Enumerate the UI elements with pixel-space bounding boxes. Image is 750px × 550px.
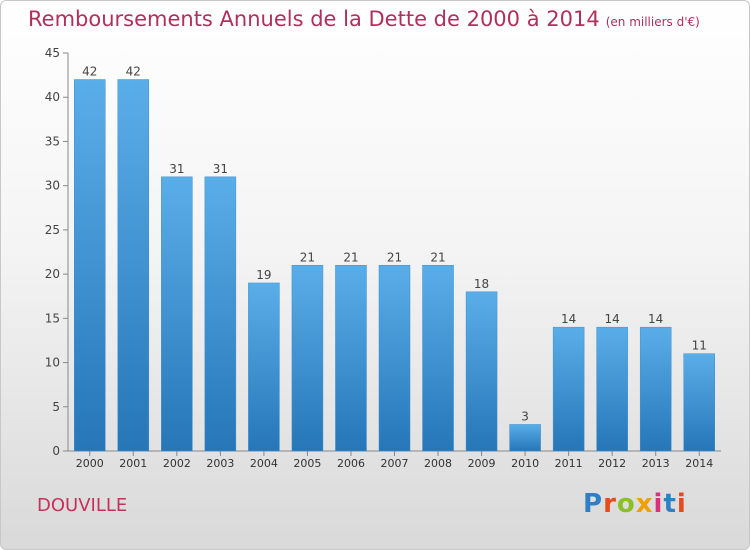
- logo-letter: x: [635, 489, 654, 519]
- x-tick-label: 2002: [163, 457, 191, 470]
- x-tick-label: 2012: [598, 457, 626, 470]
- x-tick-label: 2011: [555, 457, 583, 470]
- proxiti-logo: Proxiti: [583, 489, 687, 519]
- bar-2002: [161, 176, 193, 452]
- y-tick-label: 25: [45, 223, 60, 237]
- bar-value-label: 11: [692, 339, 707, 353]
- x-tick-label: 2010: [511, 457, 539, 470]
- x-tick-label: 2008: [424, 457, 452, 470]
- y-tick-label: 0: [52, 444, 60, 458]
- chart-subtitle: (en milliers d'€): [605, 15, 700, 29]
- bar-2014: [683, 353, 715, 452]
- logo-letter: i: [676, 489, 687, 519]
- bar-2005: [291, 265, 324, 452]
- x-tick-label: 2005: [293, 457, 321, 470]
- bar-value-label: 21: [300, 250, 315, 264]
- x-tick-label: 2006: [337, 457, 365, 470]
- bar-value-label: 21: [430, 250, 445, 264]
- bar-2007: [378, 265, 411, 452]
- bar-2003: [204, 176, 237, 452]
- bar-value-label: 14: [648, 312, 663, 326]
- x-tick-label: 2007: [381, 457, 409, 470]
- bar-2009: [465, 291, 498, 452]
- y-tick-label: 5: [52, 400, 60, 414]
- bar-value-label: 3: [521, 409, 529, 423]
- chart-title-text: Remboursements Annuels de la Dette de 20…: [28, 7, 600, 31]
- bar-value-label: 21: [387, 250, 402, 264]
- y-tick-label: 30: [45, 179, 60, 193]
- bar-2011: [552, 326, 585, 452]
- bar-2006: [335, 265, 367, 452]
- bar-value-label: 42: [126, 65, 141, 79]
- x-tick-label: 2013: [642, 457, 670, 470]
- x-tick-label: 2003: [206, 457, 234, 470]
- x-tick-label: 2004: [250, 457, 278, 470]
- logo-letter: i: [653, 489, 664, 519]
- bar-2013: [639, 326, 672, 452]
- bar-2010: [509, 424, 541, 452]
- logo-letter: r: [603, 489, 617, 519]
- bar-value-label: 14: [561, 312, 576, 326]
- town-name: DOUVILLE: [37, 495, 128, 516]
- y-tick-label: 40: [45, 90, 60, 104]
- bar-2000: [74, 79, 106, 452]
- y-tick-label: 35: [45, 134, 60, 148]
- bar-2004: [248, 282, 280, 452]
- x-tick-label: 2009: [468, 457, 496, 470]
- bar-value-label: 31: [169, 162, 184, 176]
- bar-value-label: 42: [82, 65, 97, 79]
- chart-title: Remboursements Annuels de la Dette de 20…: [28, 7, 700, 31]
- bar-value-label: 14: [605, 312, 620, 326]
- x-tick-label: 2000: [76, 457, 104, 470]
- chart-bars: 42 42 31 31 19 21 21 21 21 18 3 14 14 14 11: [74, 65, 715, 452]
- x-tick-label: 2001: [119, 457, 147, 470]
- logo-letter: P: [583, 489, 604, 519]
- bar-value-label: 19: [256, 268, 271, 282]
- y-tick-label: 45: [45, 46, 60, 60]
- logo-letter: t: [663, 489, 677, 519]
- y-tick-label: 10: [45, 356, 60, 370]
- bar-2012: [596, 326, 628, 452]
- chart-axes: 0 5 10 15 20 25 30 35 40 45 2000 2001 2002 2003 2004 20…: [45, 46, 721, 470]
- y-tick-label: 15: [45, 311, 60, 325]
- bar-value-label: 18: [474, 277, 489, 291]
- bar-value-label: 31: [213, 162, 228, 176]
- bar-2001: [117, 79, 150, 452]
- bar-value-label: 21: [343, 250, 358, 264]
- bar-2008: [422, 265, 454, 452]
- y-tick-label: 20: [45, 267, 60, 281]
- x-tick-label: 2014: [685, 457, 713, 470]
- logo-letter: o: [616, 489, 636, 519]
